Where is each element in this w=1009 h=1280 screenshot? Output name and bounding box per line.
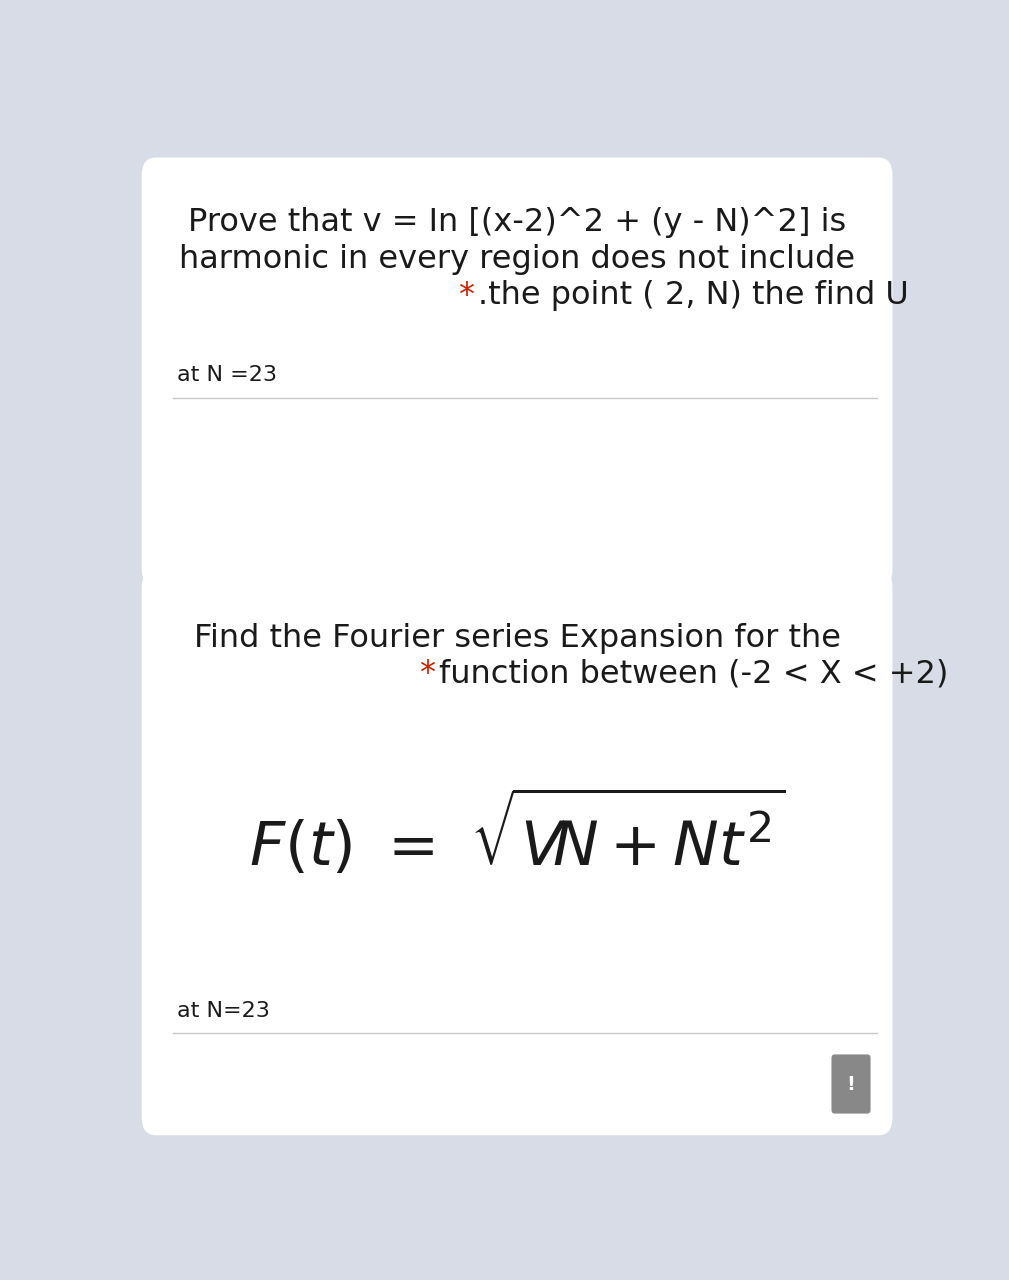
Text: harmonic in every region does not include: harmonic in every region does not includ… <box>179 243 856 274</box>
FancyBboxPatch shape <box>141 157 893 588</box>
FancyBboxPatch shape <box>141 570 893 1135</box>
Text: Find the Fourier series Expansion for the: Find the Fourier series Expansion for th… <box>194 623 840 654</box>
Text: .the point ( 2, N) the find U: .the point ( 2, N) the find U <box>478 280 909 311</box>
Text: at N =23: at N =23 <box>177 365 276 385</box>
Text: at N=23: at N=23 <box>177 1001 269 1021</box>
Text: *: * <box>458 280 474 311</box>
Text: *: * <box>419 658 435 690</box>
Text: !: ! <box>847 1074 856 1093</box>
Text: $\mathit{F}(\mathit{t})\ =\ \sqrt{\mathit{V}\!\mathit{N}+\mathit{N}\mathit{t}^{2: $\mathit{F}(\mathit{t})\ =\ \sqrt{\mathi… <box>249 788 785 879</box>
Text: Prove that v = In [(x-2)^2 + (y - N)^2] is: Prove that v = In [(x-2)^2 + (y - N)^2] … <box>188 207 847 238</box>
Text: function between (-2 < X < +2): function between (-2 < X < +2) <box>439 658 948 690</box>
FancyBboxPatch shape <box>831 1055 871 1114</box>
